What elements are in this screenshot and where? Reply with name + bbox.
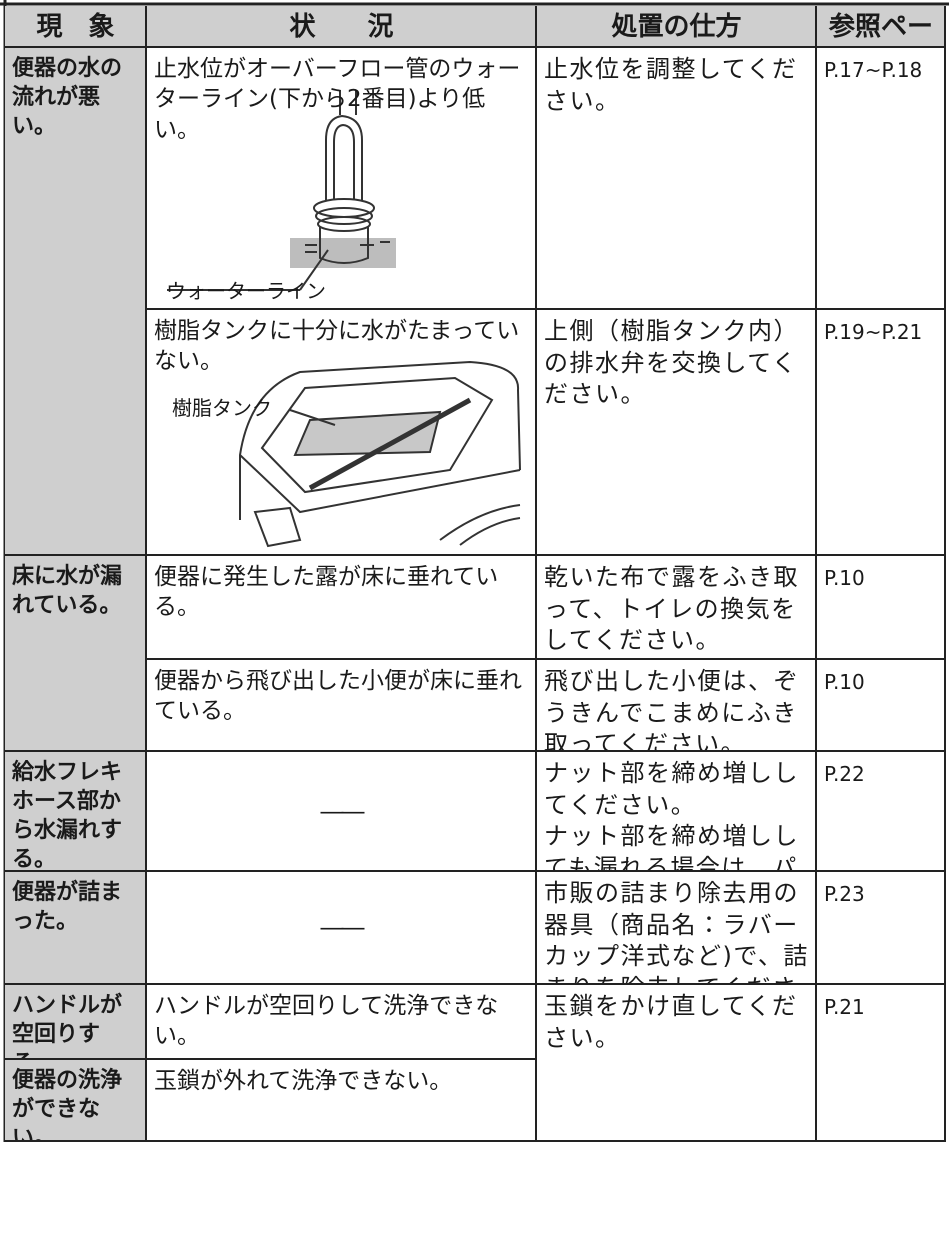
- act-cell: 乾いた布で露をふき取って、トイレの換気をしてください。: [537, 556, 817, 660]
- page-cell: P.17~P.18: [817, 48, 946, 310]
- act-cell: 飛び出した小便は、ぞうきんでこまめにふき取ってください。: [537, 660, 817, 752]
- act-cell: ナット部を締め増ししてください。 ナット部を締め増ししても漏れる場合は、パッキン…: [537, 752, 817, 872]
- act-cell: 玉鎖をかけ直してください。: [537, 985, 817, 1142]
- page-cell: P.23: [817, 872, 946, 985]
- phen-cell: 便器が詰まった。: [5, 872, 147, 985]
- sit-cell: 止水位がオーバーフロー管のウォーターライン(下から2番目)より低い。: [147, 48, 537, 310]
- phen-cell: 床に水が漏れている。: [5, 556, 147, 752]
- hdr-cell: 参照ページ: [817, 6, 946, 48]
- figure-label: ウォーターライン: [166, 279, 326, 303]
- sit-cell: ハンドルが空回りして洗浄できない。: [147, 985, 537, 1060]
- figure-label: 樹脂タンク: [172, 396, 272, 420]
- resin-tank-figure: [239, 360, 521, 548]
- page-cell: P.10: [817, 556, 946, 660]
- sit-cell: 便器から飛び出した小便が床に垂れている。: [147, 660, 537, 752]
- phen-cell: 便器の洗浄ができない。: [5, 1060, 147, 1142]
- sit-cell: 玉鎖が外れて洗浄できない。: [147, 1060, 537, 1142]
- sit-cell: 便器に発生した露が床に垂れている。: [147, 556, 537, 660]
- overflow-pipe-figure: [167, 90, 396, 291]
- hdr-cell: 現 象: [5, 6, 147, 48]
- hdr-cell: 処置の仕方: [537, 6, 817, 48]
- phen-cell: ハンドルが空回りする。: [5, 985, 147, 1060]
- act-cell: 止水位を調整してください。: [537, 48, 817, 310]
- sit-cell: ――: [147, 872, 537, 985]
- page-cell: P.22: [817, 752, 946, 872]
- phen-cell: 便器の水の流れが悪い。: [5, 48, 147, 556]
- page-cell: P.21: [817, 985, 946, 1142]
- sit-cell: ――: [147, 752, 537, 872]
- page-cell: P.10: [817, 660, 946, 752]
- sit-cell: 樹脂タンクに十分に水がたまっていない。: [147, 310, 537, 556]
- hdr-cell: 状 況: [147, 6, 537, 48]
- act-cell: 市販の詰まり除去用の器具（商品名：ラバーカップ洋式など)で、詰まりを除去してくだ…: [537, 872, 817, 985]
- phen-cell: 給水フレキホース部から水漏れする。: [5, 752, 147, 872]
- act-cell: 上側（樹脂タンク内）の排水弁を交換してください。: [537, 310, 817, 556]
- page-cell: P.19~P.21: [817, 310, 946, 556]
